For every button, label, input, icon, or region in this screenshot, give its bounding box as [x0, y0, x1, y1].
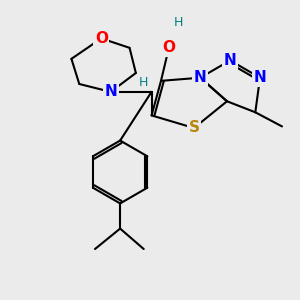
- Text: N: N: [104, 84, 117, 99]
- Text: H: H: [174, 16, 183, 29]
- Text: S: S: [188, 121, 200, 136]
- Text: N: N: [254, 70, 266, 85]
- Text: O: O: [162, 40, 176, 55]
- Text: N: N: [194, 70, 207, 85]
- Text: O: O: [95, 31, 108, 46]
- Text: H: H: [139, 76, 148, 89]
- Text: N: N: [224, 53, 236, 68]
